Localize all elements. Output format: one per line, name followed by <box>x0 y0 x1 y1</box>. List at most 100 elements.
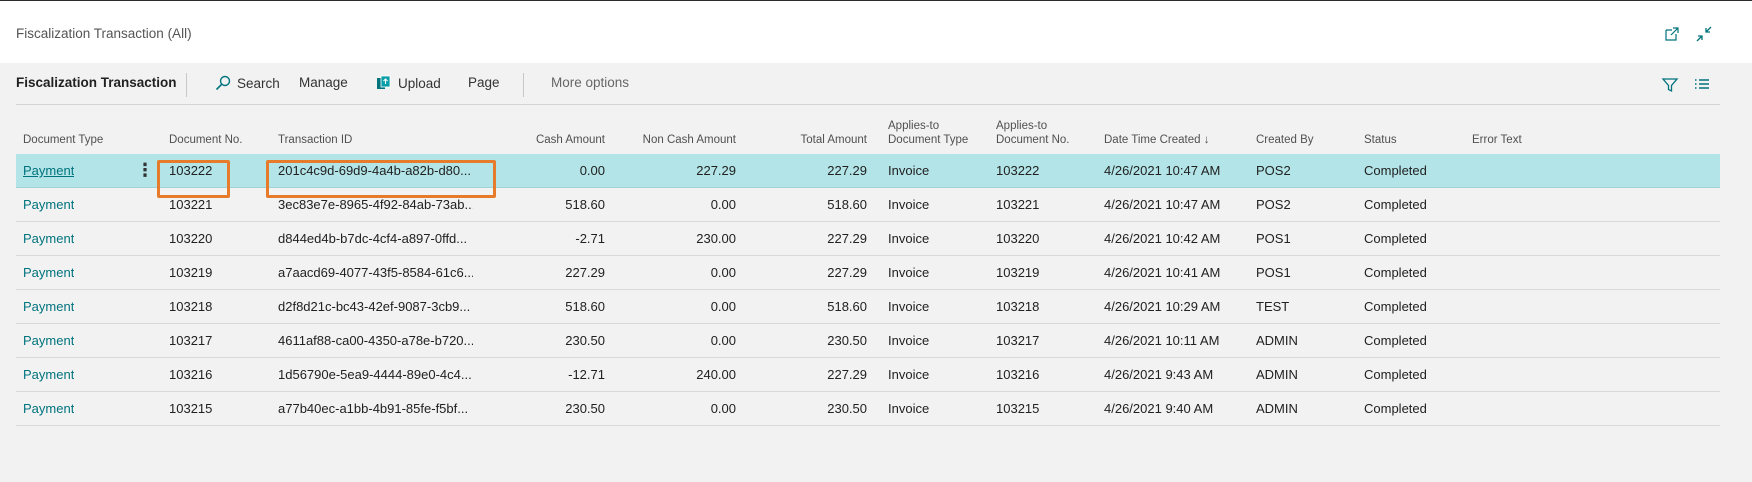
status-cell: Completed <box>1364 299 1427 314</box>
applies-to-document-no-cell: 103222 <box>996 163 1040 178</box>
upload-label: Upload <box>398 75 441 91</box>
total-amount-cell: 518.60 <box>827 299 867 314</box>
transaction-id-cell: 4611af88-ca00-4350-a78e-b720... <box>278 333 473 348</box>
table-row[interactable]: Payment 103215 a77b40ec-a1bb-4b91-85fe-f5b… <box>16 392 1720 426</box>
top-border <box>0 0 1752 1</box>
applies-to-document-no-cell: 103215 <box>996 401 1040 416</box>
created-by-cell: POS1 <box>1256 265 1291 280</box>
document-type-cell[interactable]: Payment <box>23 299 75 314</box>
table-row[interactable]: Payment 103216 1d56790e-5ea9-4444-89e0-4c4… <box>16 358 1720 392</box>
non-cash-amount-cell: 0.00 <box>710 333 736 348</box>
page-title: Fiscalization Transaction (All) <box>16 26 192 41</box>
document-type-cell[interactable]: Payment <box>23 163 75 178</box>
created-by-cell: POS2 <box>1256 163 1291 178</box>
header-line-2: Document No. <box>996 134 1070 146</box>
total-amount-cell: 227.29 <box>827 265 867 280</box>
table-row[interactable]: Payment 103218 d2f8d21c-bc43-42ef-9087-3cb… <box>16 290 1720 324</box>
column-header-status[interactable]: Status <box>1364 134 1397 146</box>
manage-label: Manage <box>299 75 348 90</box>
status-cell: Completed <box>1364 401 1427 416</box>
toolbar-separator <box>16 104 1720 105</box>
applies-to-document-type-cell: Invoice <box>888 333 930 348</box>
header-line-1: Applies-to <box>888 120 940 132</box>
non-cash-amount-cell: 0.00 <box>710 265 736 280</box>
applies-to-document-no-cell: 103218 <box>996 299 1040 314</box>
transaction-id-cell: a77b40ec-a1bb-4b91-85fe-f5bf... <box>278 401 469 416</box>
created-by-cell: ADMIN <box>1256 367 1298 382</box>
transactions-grid: Document Type Document No. Transaction I… <box>16 110 1720 426</box>
upload-button[interactable]: Upload <box>376 75 441 91</box>
applies-to-document-no-cell: 103221 <box>996 197 1040 212</box>
status-cell: Completed <box>1364 367 1427 382</box>
column-header-document-no[interactable]: Document No. <box>169 134 243 146</box>
transaction-id-cell: 3ec83e7e-8965-4f92-84ab-73ab... <box>278 197 473 212</box>
applies-to-document-type-cell: Invoice <box>888 231 930 246</box>
document-type-cell[interactable]: Payment <box>23 333 75 348</box>
column-header-total-amount[interactable]: Total Amount <box>800 134 867 146</box>
created-by-cell: POS2 <box>1256 197 1291 212</box>
document-no-cell: 103220 <box>169 231 213 246</box>
column-header-non-cash-amount[interactable]: Non Cash Amount <box>642 134 736 146</box>
applies-to-document-type-cell: Invoice <box>888 265 930 280</box>
search-icon <box>215 75 231 91</box>
status-cell: Completed <box>1364 231 1427 246</box>
search-button[interactable]: Search <box>215 75 280 91</box>
transaction-id-cell: 1d56790e-5ea9-4444-89e0-4c4... <box>278 367 472 382</box>
status-cell: Completed <box>1364 265 1427 280</box>
document-type-cell[interactable]: Payment <box>23 265 75 280</box>
applies-to-document-no-cell: 103220 <box>996 231 1040 246</box>
column-header-document-type[interactable]: Document Type <box>23 134 104 146</box>
column-header-applies-to-document-no[interactable]: Applies-to Document No. <box>996 119 1070 147</box>
cash-amount-cell: 230.50 <box>565 401 605 416</box>
total-amount-cell: 230.50 <box>827 401 867 416</box>
document-type-cell[interactable]: Payment <box>23 231 75 246</box>
transaction-id-cell: a7aacd69-4077-43f5-8584-61c6... <box>278 265 473 280</box>
transaction-id-cell: d844ed4b-b7dc-4cf4-a897-0ffd... <box>278 231 468 246</box>
transaction-id-cell: 201c4c9d-69d9-4a4b-a82b-d80... <box>278 163 471 178</box>
cash-amount-cell: 0.00 <box>579 163 605 178</box>
list-icon[interactable] <box>1693 76 1711 94</box>
total-amount-cell: 230.50 <box>827 333 867 348</box>
table-row[interactable]: Payment 103219 a7aacd69-4077-43f5-8584-61c… <box>16 256 1720 290</box>
toolbar-divider <box>523 73 524 97</box>
column-header-created-by[interactable]: Created By <box>1256 134 1314 146</box>
non-cash-amount-cell: 227.29 <box>696 163 736 178</box>
header-label: Date Time Created <box>1104 134 1201 146</box>
cash-amount-cell: -2.71 <box>575 231 605 246</box>
document-no-cell: 103216 <box>169 367 213 382</box>
more-options-label: More options <box>551 75 630 90</box>
status-cell: Completed <box>1364 163 1427 178</box>
row-actions-icon[interactable]: ⋮ <box>136 160 154 180</box>
open-new-window-icon[interactable] <box>1664 26 1680 42</box>
table-row[interactable]: Payment 103221 3ec83e7e-8965-4f92-84ab-73a… <box>16 188 1720 222</box>
grid-body: Payment 103222 201c4c9d-69d9-4a4b-a82b-d80… <box>16 154 1720 426</box>
column-header-cash-amount[interactable]: Cash Amount <box>535 134 605 146</box>
date-time-created-cell: 4/26/2021 10:11 AM <box>1104 333 1220 348</box>
applies-to-document-no-cell: 103217 <box>996 333 1040 348</box>
date-time-created-cell: 4/26/2021 10:47 AM <box>1104 197 1221 212</box>
document-type-cell[interactable]: Payment <box>23 367 75 382</box>
document-type-cell[interactable]: Payment <box>23 401 75 416</box>
date-time-created-cell: 4/26/2021 10:29 AM <box>1104 299 1221 314</box>
document-type-cell[interactable]: Payment <box>23 197 75 212</box>
cash-amount-cell: 230.50 <box>565 333 605 348</box>
column-header-date-time-created[interactable]: Date Time Created ↓ <box>1104 133 1209 147</box>
more-options-button[interactable]: More options <box>551 75 629 90</box>
non-cash-amount-cell: 0.00 <box>710 299 736 314</box>
applies-to-document-type-cell: Invoice <box>888 401 930 416</box>
title-bar: Fiscalization Transaction (All) <box>0 1 1752 63</box>
page-menu-button[interactable]: Page <box>468 75 500 90</box>
table-row[interactable]: Payment 103220 d844ed4b-b7dc-4cf4-a897-0ff… <box>16 222 1720 256</box>
table-row[interactable]: Payment 103222 201c4c9d-69d9-4a4b-a82b-d80… <box>16 154 1720 188</box>
column-header-error-text[interactable]: Error Text <box>1472 134 1522 146</box>
collapse-icon[interactable] <box>1696 26 1712 42</box>
date-time-created-cell: 4/26/2021 9:43 AM <box>1104 367 1214 382</box>
manage-button[interactable]: Manage <box>299 75 348 90</box>
status-cell: Completed <box>1364 197 1427 212</box>
applies-to-document-type-cell: Invoice <box>888 197 930 212</box>
filter-icon[interactable] <box>1661 76 1679 94</box>
column-header-transaction-id[interactable]: Transaction ID <box>278 134 353 146</box>
column-header-applies-to-document-type[interactable]: Applies-to Document Type <box>888 119 968 147</box>
document-no-cell: 103221 <box>169 197 213 212</box>
table-row[interactable]: Payment 103217 4611af88-ca00-4350-a78e-b72… <box>16 324 1720 358</box>
